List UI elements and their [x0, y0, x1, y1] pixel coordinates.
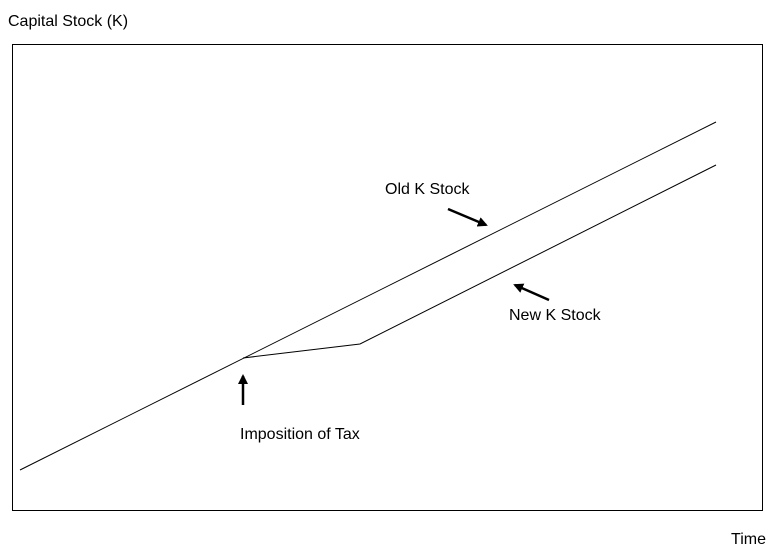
- new-stock-arrow: [513, 283, 550, 302]
- tax-label: Imposition of Tax: [240, 426, 360, 443]
- y-axis-label: Capital Stock (K): [8, 13, 128, 30]
- new-stock-line: [242, 164, 717, 359]
- plot-frame: [12, 44, 763, 511]
- old-stock-arrow: [447, 207, 488, 227]
- new-stock-label: New K Stock: [509, 307, 602, 324]
- old-stock-label: Old K Stock: [385, 181, 470, 198]
- old-stock-line: [19, 121, 717, 471]
- x-axis-label: Time: [731, 531, 766, 548]
